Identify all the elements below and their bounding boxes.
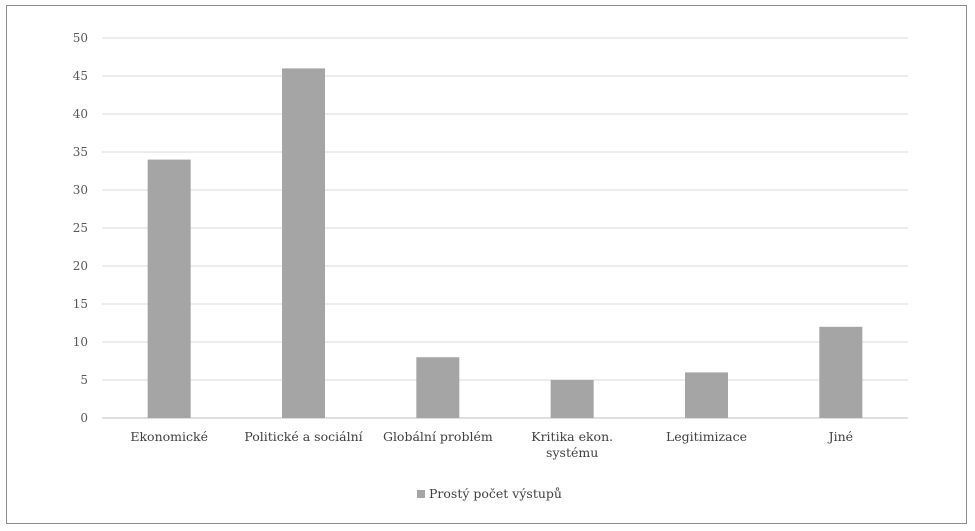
legend-swatch: [417, 490, 425, 498]
y-tick-label: 30: [73, 183, 88, 197]
x-tick-label: systému: [546, 445, 598, 460]
bar: [416, 357, 460, 418]
y-tick-label: 45: [73, 69, 88, 83]
y-tick-label: 25: [73, 221, 88, 235]
legend: Prostý počet výstupů: [417, 486, 562, 501]
bar: [282, 68, 325, 419]
y-tick-label: 40: [73, 107, 88, 121]
y-tick-label: 20: [73, 259, 88, 273]
y-tick-label: 0: [80, 411, 88, 425]
x-tick-label: Jiné: [827, 429, 853, 444]
x-tick-label: Politické a sociální: [244, 429, 363, 444]
x-tick-label: Globální problém: [383, 429, 493, 444]
y-tick-label: 15: [73, 297, 88, 311]
legend-label: Prostý počet výstupů: [429, 486, 562, 501]
x-tick-label: Legitimizace: [666, 429, 747, 444]
bar: [685, 372, 728, 418]
x-tick-label: Ekonomické: [130, 429, 208, 444]
x-tick-label: Kritika ekon.: [531, 429, 613, 444]
y-tick-label: 50: [73, 31, 88, 45]
y-tick-label: 35: [73, 145, 88, 159]
bar: [819, 326, 863, 418]
y-tick-label: 5: [80, 373, 88, 387]
bar: [550, 380, 594, 418]
bar: [147, 159, 191, 418]
y-tick-label: 10: [73, 335, 88, 349]
